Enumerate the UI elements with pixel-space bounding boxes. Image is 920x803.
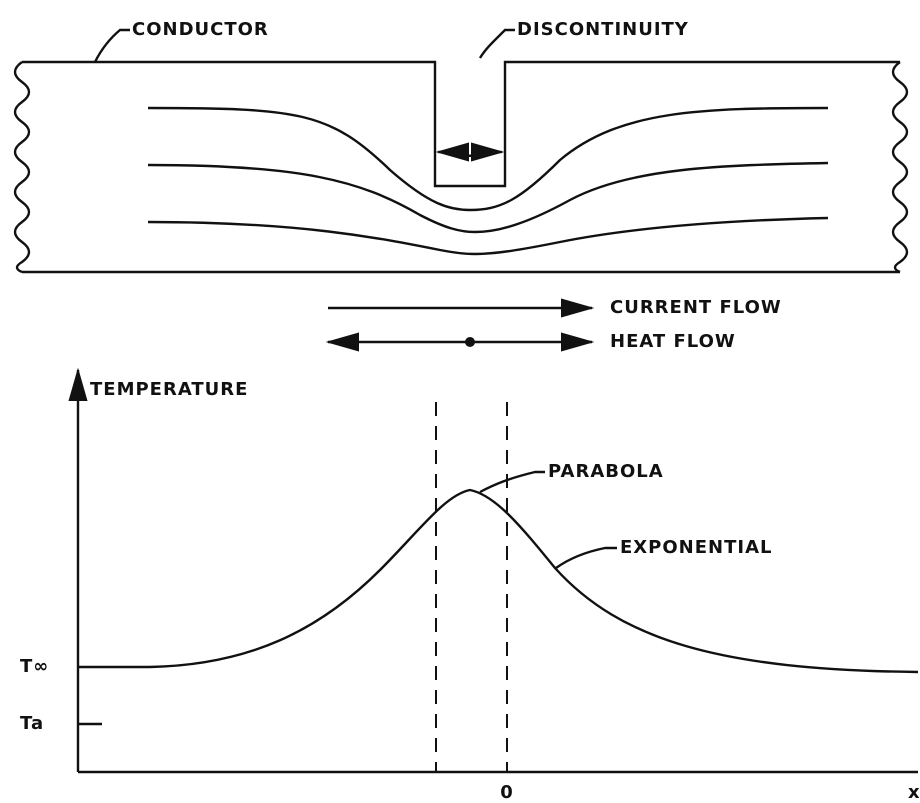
y-axis-label: TEMPERATURE <box>90 379 248 400</box>
t-infinity-label: T∞ <box>20 656 49 677</box>
leader <box>478 28 515 59</box>
exponential-label: EXPONENTIAL <box>620 537 772 558</box>
leader <box>555 546 617 569</box>
parabola-label: PARABOLA <box>548 461 664 482</box>
temperature-curve <box>78 488 919 674</box>
leader <box>93 28 130 63</box>
flow-lines <box>147 106 829 256</box>
origin-label: 0 <box>500 782 514 803</box>
gap-label: L <box>464 141 476 162</box>
conductor <box>13 60 909 274</box>
x-axis-label: x <box>908 782 920 803</box>
current-flow-label: CURRENT FLOW <box>610 297 782 318</box>
leader <box>479 470 545 494</box>
heat-flow-label: HEAT FLOW <box>610 331 736 352</box>
t-a-label: Ta <box>20 713 44 734</box>
conductor-label: CONDUCTOR <box>132 19 269 40</box>
discontinuity-label: DISCONTINUITY <box>517 19 689 40</box>
heat-source <box>465 337 475 347</box>
